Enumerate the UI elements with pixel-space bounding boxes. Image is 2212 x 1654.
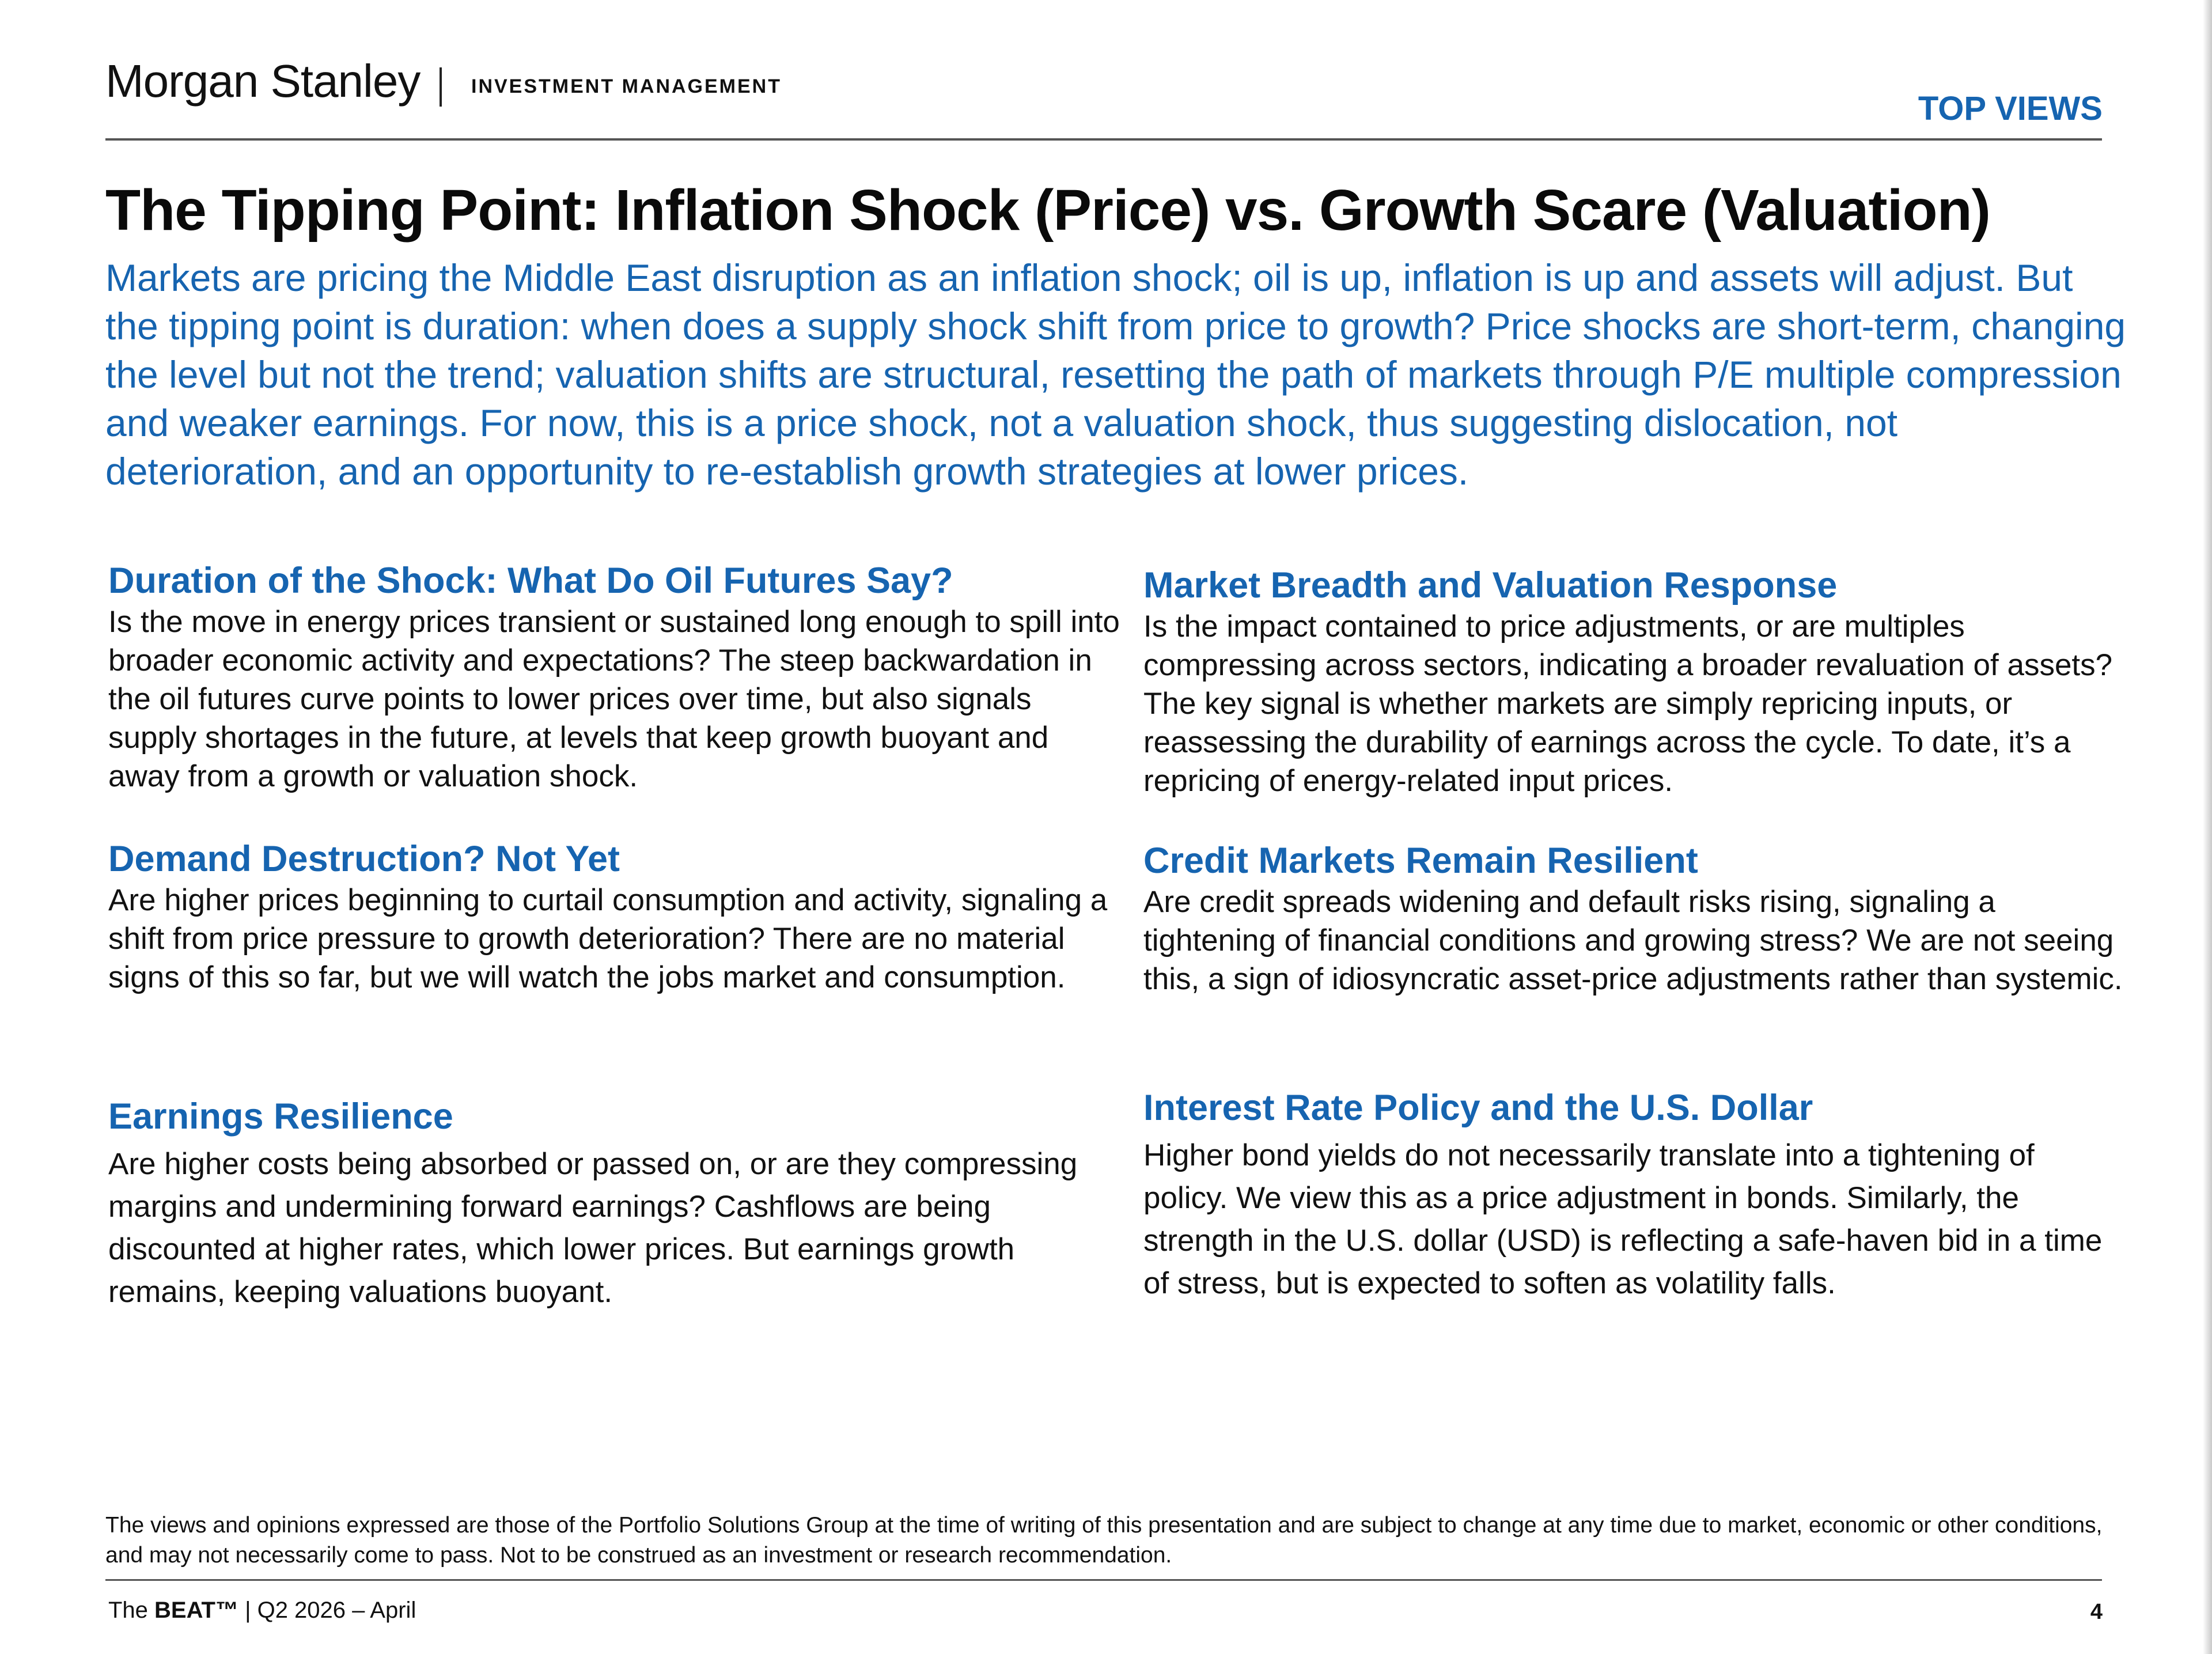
section-body: Higher bond yields do not necessarily tr… [1143,1138,2103,1300]
section-credit-markets: Credit Markets Remain Resilient Are cred… [1143,839,2123,998]
section-heading: Credit Markets Remain Resilient [1143,841,1698,881]
publication-name: BEAT™ [154,1598,238,1623]
section-body: Are credit spreads widening and default … [1143,885,2123,996]
section-heading: Market Breadth and Valuation Response [1143,565,1838,605]
section-body: Is the impact contained to price adjustm… [1143,610,2113,798]
section-label: TOP VIEWS [1918,90,2103,127]
section-interest-rate-policy: Interest Rate Policy and the U.S. Dollar… [1143,1086,2123,1305]
section-body: Are higher prices beginning to curtail c… [108,883,1108,994]
section-heading: Demand Destruction? Not Yet [108,839,620,879]
page-title: The Tipping Point: Inflation Shock (Pric… [105,178,1991,243]
page-number: 4 [2090,1600,2103,1624]
publication-label: The BEAT™ | Q2 2026 – April [108,1598,416,1623]
brand-logo: Morgan Stanley [105,55,421,107]
section-heading: Earnings Resilience [108,1096,453,1137]
section-heading: Interest Rate Policy and the U.S. Dollar [1143,1088,1813,1128]
publication-suffix: | Q2 2026 – April [238,1598,416,1623]
section-heading: Duration of the Shock: What Do Oil Futur… [108,561,953,601]
brand-divider [440,67,442,107]
section-body: Are higher costs being absorbed or passe… [108,1147,1078,1309]
page-edge-shadow [2203,0,2212,1654]
header-rule [105,138,2102,141]
disclaimer: The views and opinions expressed are tho… [105,1513,2103,1568]
publication-prefix: The [108,1598,155,1623]
section-body: Is the move in energy prices transient o… [108,605,1120,793]
brand-division: INVESTMENT MANAGEMENT [471,75,782,97]
section-duration-of-shock: Duration of the Shock: What Do Oil Futur… [108,559,1122,796]
section-demand-destruction: Demand Destruction? Not Yet Are higher p… [108,837,1122,997]
intro-paragraph: Markets are pricing the Middle East disr… [105,256,2126,493]
footer-rule [105,1579,2102,1581]
section-market-breadth: Market Breadth and Valuation Response Is… [1143,563,2123,800]
section-earnings-resilience: Earnings Resilience Are higher costs bei… [108,1095,1122,1314]
